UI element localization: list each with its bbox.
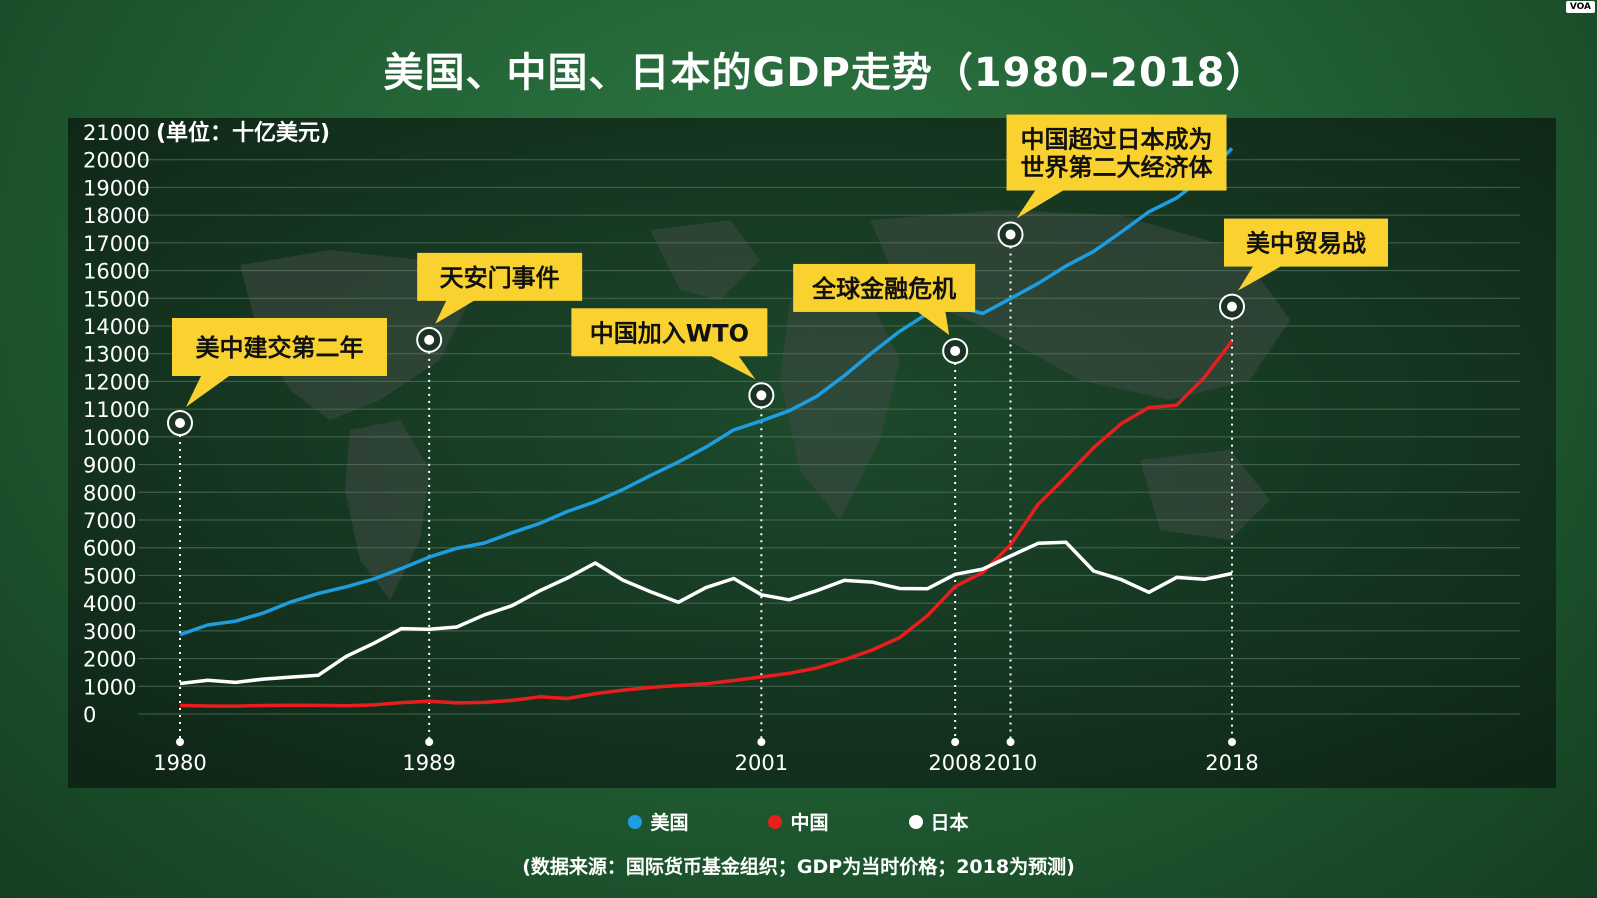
callout-pointer [1238, 264, 1284, 291]
x-tick-label: 2010 [984, 751, 1037, 775]
y-tick-label: 2000 [83, 648, 136, 672]
callout-box [793, 263, 976, 312]
callout-box [417, 252, 583, 301]
legend-label-us: 美国 [650, 812, 689, 834]
y-tick-label: 1000 [83, 675, 136, 699]
y-tick-label: 6000 [83, 537, 136, 561]
x-tick-label: 1980 [153, 751, 206, 775]
legend-item-us: 美国 [628, 808, 688, 835]
legend-swatch-china [768, 814, 783, 829]
legend: 美国 中国 日本 [0, 808, 1597, 835]
event-marker-dot [424, 334, 435, 345]
callout-box [571, 308, 768, 357]
y-tick-label: 21000 [83, 121, 150, 145]
x-tick-label: 2001 [735, 751, 788, 775]
y-tick-label: 16000 [83, 260, 150, 284]
event-markers [179, 246, 1233, 740]
x-tick-label: 1989 [402, 751, 455, 775]
callout-text: 全球金融危机 [811, 275, 956, 303]
y-tick-label: 13000 [83, 343, 150, 367]
source-note: (数据来源：国际货币基金组织；GDP为当时价格；2018为预测) [522, 856, 1075, 878]
callout-pointer [915, 309, 950, 335]
y-tick-label: 3000 [83, 620, 136, 644]
legend-swatch-japan [908, 814, 923, 829]
y-tick-label: 0 [83, 703, 96, 727]
callout-text: 中国超过日本成为世界第二大经济体 [1021, 126, 1214, 182]
y-axis-ticks: 0 1000 2000 3000 4000 5000 6000 7000 8000 9000 100… [83, 121, 150, 727]
y-tick-label: 17000 [83, 232, 150, 256]
event-marker-dot [175, 418, 185, 428]
y-tick-label: 11000 [83, 398, 150, 422]
y-tick-label: 20000 [83, 149, 150, 173]
x-tick-dot [757, 738, 766, 746]
legend-swatch-us [628, 814, 643, 829]
chart-title: 美国、中国、日本的GDP走势（1980–2018） [383, 50, 1267, 96]
x-tick-dot [1006, 738, 1015, 746]
series-line-0 [179, 147, 1234, 637]
callout-box [1224, 218, 1388, 267]
x-tick-dot [425, 738, 434, 746]
event-marker-dot [1227, 301, 1237, 312]
event-marker-dot [950, 345, 961, 356]
series-lines [179, 147, 1234, 708]
event-marker-dot [756, 390, 767, 401]
callout-box [1006, 114, 1227, 191]
callout-pointer [1016, 188, 1067, 219]
y-tick-label: 10000 [83, 426, 150, 450]
callout-box [172, 318, 387, 376]
legend-item-china: 中国 [768, 808, 829, 835]
y-tick-label: 9000 [83, 454, 136, 478]
x-tick-label: 2008 [928, 751, 981, 775]
event-marker-dot [1005, 229, 1016, 240]
voa-badge: VOA [1565, 1, 1595, 13]
callout-pointer [435, 298, 478, 324]
x-tick-dot [1228, 738, 1236, 746]
callout-text: 天安门事件 [440, 264, 560, 292]
x-axis-ticks: 1980 1989 2001 2008 2010 2018 [153, 738, 1259, 775]
legend-label-china: 中国 [790, 812, 829, 834]
y-tick-label: 12000 [83, 370, 150, 394]
y-tick-label: 7000 [83, 509, 136, 533]
series-line-2 [179, 540, 1233, 686]
y-tick-label: 8000 [83, 481, 136, 505]
callout-text: 美中贸易战 [1246, 230, 1366, 258]
y-tick-label: 15000 [83, 287, 150, 311]
x-tick-dot [176, 738, 184, 746]
callout-pointer [186, 374, 232, 407]
y-tick-label: 18000 [83, 204, 150, 228]
y-tick-label: 19000 [83, 176, 150, 200]
y-tick-label: 14000 [83, 315, 150, 339]
callout-pointer [707, 354, 756, 380]
x-tick-dot [951, 738, 960, 746]
series-line-1 [179, 339, 1234, 708]
y-axis-label: (单位：十亿美元) [156, 120, 330, 146]
x-tick-label: 2018 [1205, 751, 1258, 775]
y-tick-label: 4000 [83, 592, 136, 616]
y-tick-label: 5000 [83, 564, 136, 588]
legend-item-japan: 日本 [908, 808, 969, 835]
legend-label-japan: 日本 [930, 812, 969, 834]
callout-text: 美中建交第二年 [196, 334, 364, 362]
callout-text: 中国加入WTO [590, 319, 749, 347]
